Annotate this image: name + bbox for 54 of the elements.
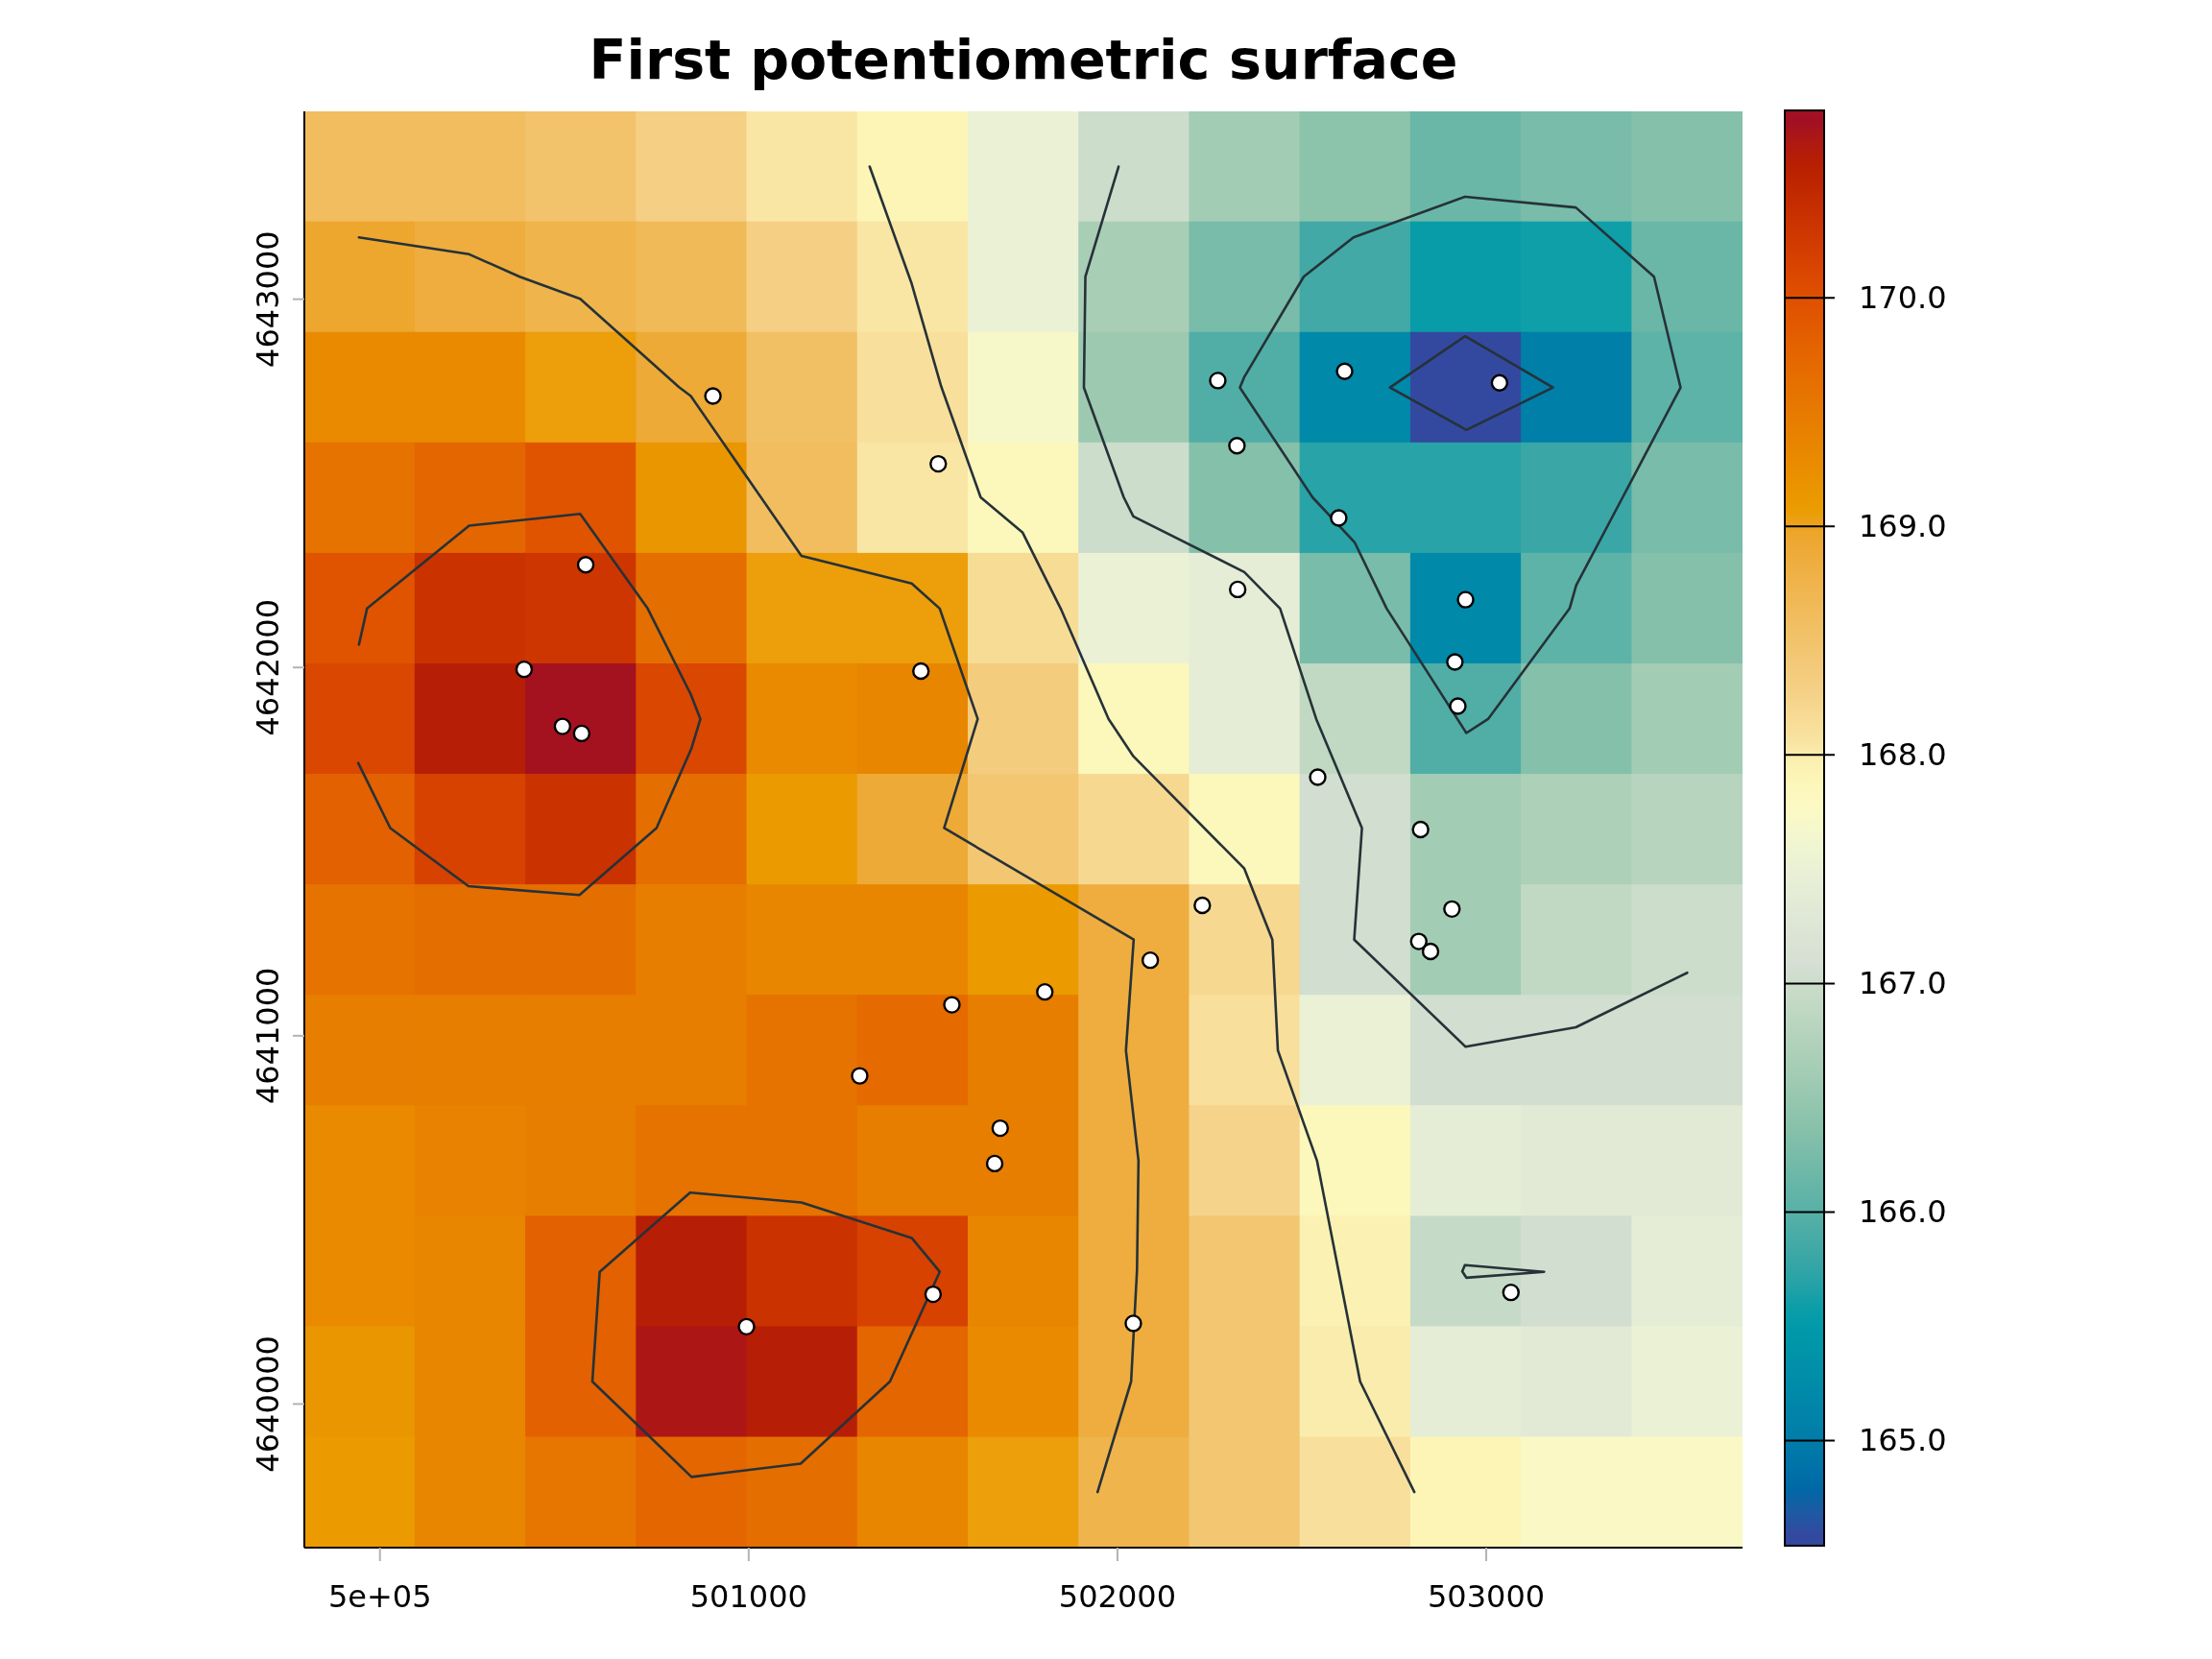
point: [1411, 820, 1430, 839]
point: [1421, 942, 1440, 961]
color-bar-label: 167.0: [1859, 965, 1947, 1002]
point: [943, 996, 961, 1014]
line-series: [868, 165, 1416, 1494]
point: [912, 661, 930, 681]
line-series: [1238, 195, 1682, 734]
point: [1446, 653, 1464, 671]
point: [1141, 950, 1160, 970]
point: [704, 387, 722, 405]
point: [576, 556, 595, 574]
chart-title: First potentiometric surface: [589, 28, 1458, 91]
y-tick-label: 4642000: [250, 598, 286, 736]
point: [515, 660, 534, 679]
point: [1409, 932, 1428, 950]
point: [1124, 1314, 1142, 1333]
x-tick-label: 5e+05: [327, 1577, 432, 1615]
color-bar-label: 170.0: [1859, 279, 1947, 317]
point: [1456, 590, 1475, 609]
point: [1335, 362, 1354, 381]
point: [737, 1317, 756, 1336]
y-tick-label: 4641000: [250, 967, 286, 1105]
point: [1502, 1283, 1520, 1302]
point: [1449, 697, 1467, 715]
point: [1490, 373, 1509, 392]
line-series: [357, 235, 1141, 1494]
point: [929, 454, 948, 473]
line-series: [1460, 1263, 1546, 1280]
x-tick-label: 502000: [1058, 1577, 1177, 1615]
point: [991, 1118, 1009, 1138]
color-bar-label: 168.0: [1859, 736, 1947, 774]
line-series: [590, 1190, 942, 1479]
color-bar-label: 165.0: [1859, 1422, 1947, 1459]
line-series: [1082, 165, 1689, 1048]
color-bar-label: 166.0: [1859, 1193, 1947, 1231]
point: [572, 724, 591, 743]
point: [1309, 768, 1327, 786]
point: [1193, 896, 1212, 915]
point: [924, 1285, 943, 1304]
x-tick-label: 503000: [1427, 1577, 1546, 1615]
point: [1209, 372, 1227, 390]
point: [1228, 437, 1246, 455]
point: [1330, 509, 1348, 527]
point: [985, 1154, 1004, 1173]
y-tick-label: 4640000: [250, 1335, 286, 1473]
x-tick-label: 501000: [689, 1577, 807, 1615]
point: [1036, 982, 1054, 1001]
point: [553, 717, 572, 735]
point: [1228, 580, 1247, 599]
point: [851, 1067, 869, 1085]
line-series: [356, 512, 702, 897]
color-bar-label: 169.0: [1859, 508, 1947, 545]
point: [1443, 900, 1461, 919]
y-tick-label: 4643000: [250, 230, 286, 368]
